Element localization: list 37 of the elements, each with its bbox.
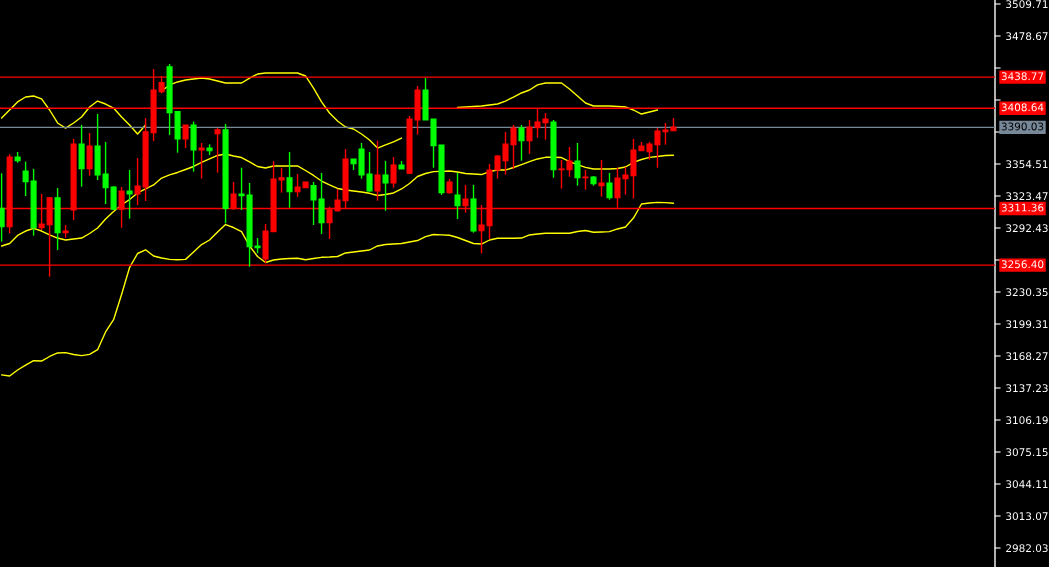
line-series xyxy=(0,201,675,377)
ref-line-label: 3390.03 xyxy=(1001,122,1044,131)
ref-line-label: 3311.36 xyxy=(1001,203,1044,212)
y-tick-label: 3509.71 xyxy=(1006,0,1048,9)
y-tick-label: 2982.03 xyxy=(1006,544,1048,553)
candlestick xyxy=(286,151,293,209)
candlestick xyxy=(582,169,589,191)
y-tick-label: 3013.07 xyxy=(1006,512,1048,521)
y-tick-label: 3230.35 xyxy=(1006,288,1048,297)
candlestick xyxy=(606,172,613,201)
candlestick xyxy=(214,127,221,174)
candlestick xyxy=(390,156,397,189)
line-series xyxy=(0,153,675,247)
y-tick-label: 3292.43 xyxy=(1006,224,1048,233)
candlestick xyxy=(574,142,581,187)
candlestick xyxy=(454,172,461,220)
candlestick xyxy=(126,169,133,220)
ref-line-label: 3408.64 xyxy=(1001,103,1044,112)
ref-line-label: 3438.77 xyxy=(1001,72,1044,81)
candlestick xyxy=(86,132,93,177)
y-tick-label: 3478.67 xyxy=(1006,32,1048,41)
y-tick-label: 3168.27 xyxy=(1006,352,1048,361)
y-tick-label: 3044.11 xyxy=(1006,480,1048,489)
y-tick-label: 3075.15 xyxy=(1006,448,1048,457)
y-tick-label: 3199.31 xyxy=(1006,320,1048,329)
candlestick xyxy=(374,140,381,202)
y-tick-label: 3137.23 xyxy=(1006,384,1048,393)
candlestick xyxy=(198,142,205,180)
y-tick-label: 3106.19 xyxy=(1006,416,1048,425)
y-tick-label: 3354.51 xyxy=(1006,160,1048,169)
candlestick xyxy=(0,172,5,243)
candlestick xyxy=(518,124,525,162)
candlestick xyxy=(598,159,605,198)
candlestick xyxy=(382,160,389,212)
y-tick-label: 3323.47 xyxy=(1006,192,1048,201)
ref-line-label: 3256.40 xyxy=(1001,260,1044,269)
candlestick xyxy=(182,124,189,149)
